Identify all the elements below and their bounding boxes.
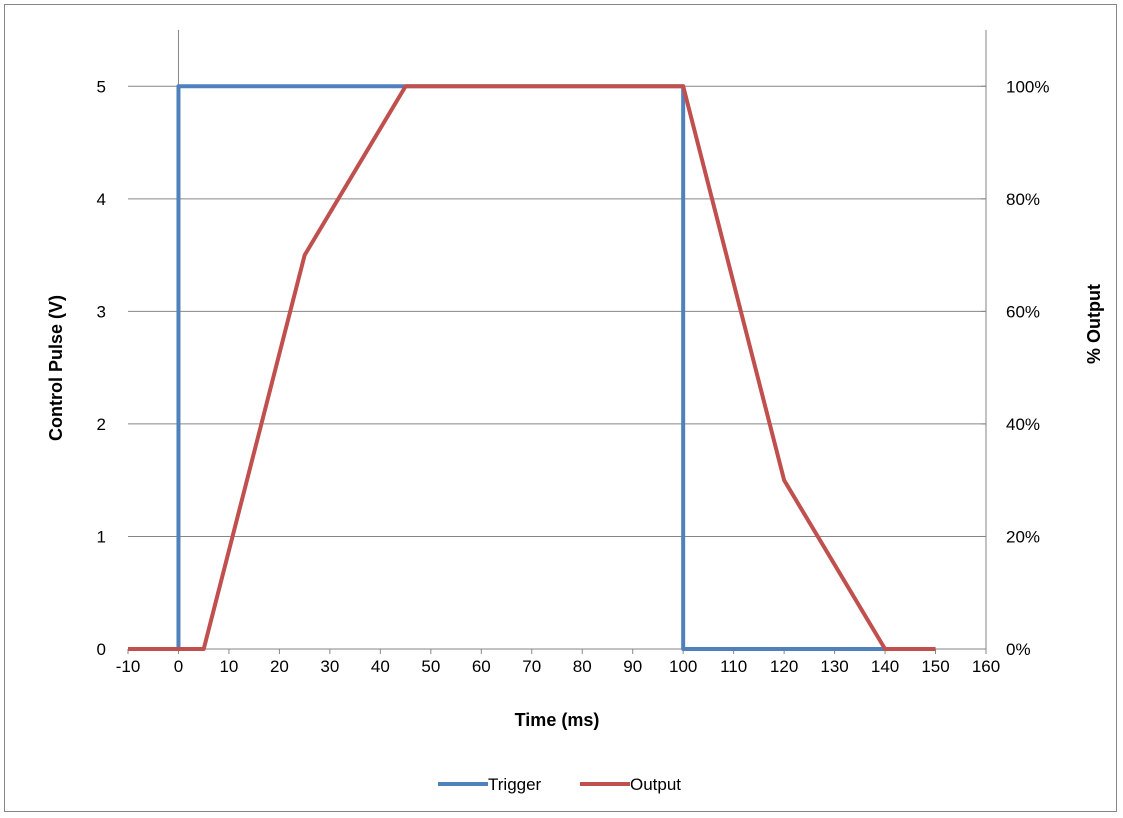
axes	[127, 30, 987, 654]
y2-tick-label: 100%	[1006, 77, 1049, 96]
x-tick-label: 70	[522, 657, 541, 676]
x-tick-label: 140	[871, 657, 899, 676]
x-tick-label: 40	[371, 657, 390, 676]
x-tick-label: 120	[770, 657, 798, 676]
x-tick-label: -10	[116, 657, 141, 676]
y2-tick-label: 20%	[1006, 527, 1040, 546]
tick-labels: -10 0 10 20 30 40 50 60 70 80 90 100 110 120 130 140 150…	[97, 77, 1050, 676]
series-line-output	[128, 84, 936, 651]
x-tick-label: 150	[921, 657, 949, 676]
y2-tick-label: 60%	[1006, 302, 1040, 321]
legend-label-trigger: Trigger	[488, 775, 542, 794]
chart-frame	[4, 4, 1117, 812]
y-tick-label: 1	[97, 527, 106, 546]
gridlines	[128, 85, 986, 537]
series-layer	[128, 84, 936, 651]
x-tick-label: 20	[270, 657, 289, 676]
x-tick-label: 110	[720, 657, 747, 676]
x-tick-label: 10	[219, 657, 238, 676]
legend-item-output: Output	[580, 775, 681, 794]
x-tick-label: 50	[421, 657, 440, 676]
x-tick-label: 30	[320, 657, 339, 676]
y2-axis-title: % Output	[1084, 284, 1104, 364]
y-tick-label: 5	[97, 77, 106, 96]
y2-tick-label: 80%	[1006, 190, 1040, 209]
y-tick-label: 3	[97, 302, 106, 321]
x-tick-label: 130	[820, 657, 848, 676]
y-tick-label: 0	[97, 640, 106, 659]
x-tick-label: 100	[669, 657, 697, 676]
x-tick-label: 0	[174, 657, 183, 676]
x-tick-label: 60	[472, 657, 491, 676]
legend-item-trigger: Trigger	[438, 775, 542, 794]
y-axis-title: Control Pulse (V)	[46, 295, 66, 441]
legend: Trigger Output	[438, 775, 681, 794]
x-tick-label: 80	[573, 657, 592, 676]
y-tick-label: 4	[97, 190, 106, 209]
x-axis-title: Time (ms)	[515, 710, 600, 730]
series-line-trigger	[176, 84, 936, 651]
x-tick-label: 160	[972, 657, 1000, 676]
legend-label-output: Output	[630, 775, 681, 794]
y2-tick-label: 0%	[1006, 640, 1031, 659]
x-tick-label: 90	[623, 657, 642, 676]
y2-tick-label: 40%	[1006, 415, 1040, 434]
y-tick-label: 2	[97, 415, 106, 434]
